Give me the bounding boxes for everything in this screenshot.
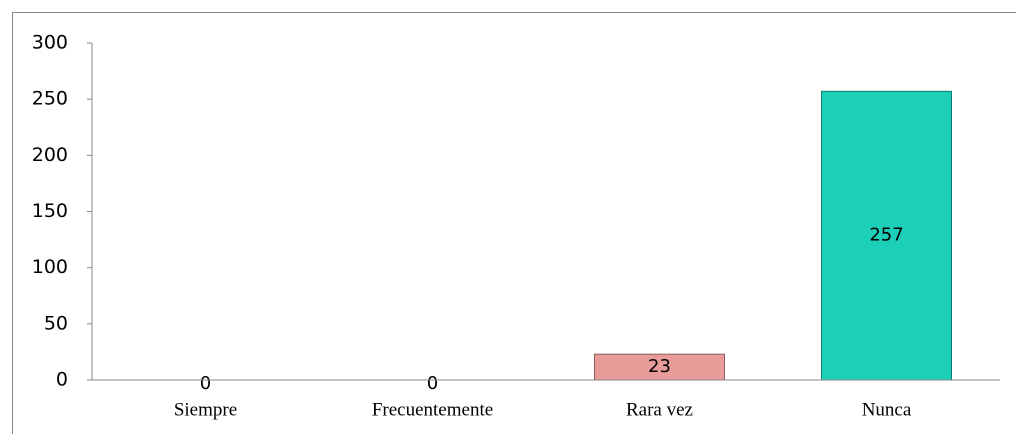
chart-frame <box>12 12 1016 434</box>
y-tick-label: 50 <box>44 312 68 334</box>
x-tick-label: Nunca <box>862 399 912 420</box>
data-label: 0 <box>200 373 211 394</box>
bar <box>821 90 952 381</box>
y-tick-label: 250 <box>32 88 68 110</box>
x-tick-label: Siempre <box>174 399 237 420</box>
y-tick-label: 100 <box>32 256 68 278</box>
y-tick-label: 0 <box>56 369 68 391</box>
data-label: 23 <box>648 356 671 377</box>
y-tick-label: 300 <box>32 32 68 54</box>
x-tick-label: Rara vez <box>626 399 693 420</box>
data-label: 0 <box>427 373 438 394</box>
data-label: 257 <box>869 225 903 246</box>
y-tick-label: 150 <box>32 200 68 222</box>
x-tick-label: Frecuentemente <box>372 399 493 420</box>
y-tick-label: 200 <box>32 144 68 166</box>
